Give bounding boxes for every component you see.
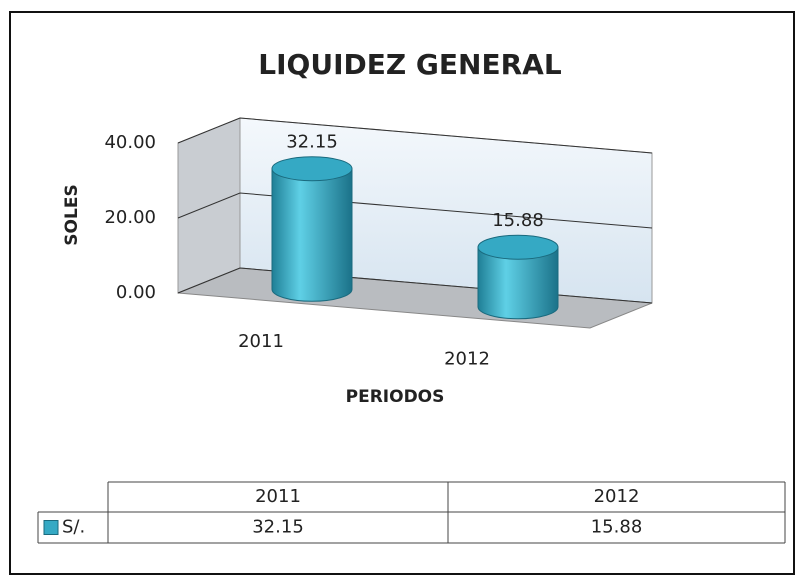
cylinder-top <box>271 156 353 182</box>
y-tick-label: 0.00 <box>116 282 156 303</box>
x-tick-label: 2011 <box>238 331 284 352</box>
table-value: 15.88 <box>591 517 643 538</box>
grid-line <box>177 192 653 229</box>
legend-key <box>43 520 59 535</box>
legend-label: S/. <box>62 517 85 538</box>
x-axis-title: PERIODOS <box>346 387 445 407</box>
value-label: 32.15 <box>286 132 338 153</box>
chart-title: LIQUIDEZ GENERAL <box>258 48 562 81</box>
y-tick-label: 20.00 <box>104 207 156 228</box>
cylinder-top <box>477 234 559 260</box>
data-table: 2011 32.15 2012 15.88 S/. <box>37 481 786 544</box>
table-value: 32.15 <box>252 517 304 538</box>
y-tick-label: 40.00 <box>104 132 156 153</box>
table-header: 2011 <box>255 486 301 507</box>
cylinder <box>477 246 559 320</box>
table-header: 2012 <box>594 486 640 507</box>
y-axis-title: SOLES <box>62 184 82 245</box>
x-tick-label: 2012 <box>444 348 490 369</box>
cylinder <box>271 168 353 302</box>
grid-line <box>177 117 653 154</box>
plot: 0.00 20.00 40.00 32.15 2011 15.88 2012 <box>104 117 653 369</box>
value-label: 15.88 <box>492 210 544 231</box>
